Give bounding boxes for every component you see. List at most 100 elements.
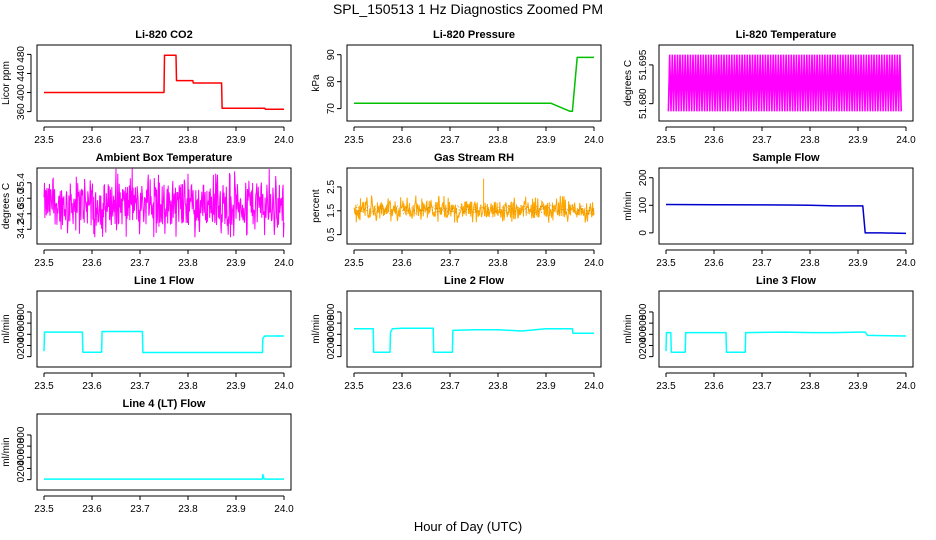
y-tick-label: 440 [16,65,27,82]
x-tick-label: 23.9 [226,381,246,392]
x-tick-label: 23.7 [440,135,460,146]
series-line [665,331,907,353]
x-tick-label: 23.5 [656,381,676,392]
y-tick-label: 35.4 [16,173,27,193]
y-tick-label: 2.5 [326,180,337,194]
x-tick-label: 23.6 [704,135,724,146]
x-tick-label: 23.8 [488,258,508,269]
x-tick-label: 23.7 [440,381,460,392]
x-tick-label: 23.7 [752,381,772,392]
y-tick-label: 0 [638,353,649,359]
x-tick-label: 23.9 [226,135,246,146]
x-tick-label: 23.6 [82,504,102,515]
plot-frame [658,290,914,368]
y-axis-label: ml/min [311,314,322,343]
series-line [354,56,594,113]
x-tick-label: 24.0 [584,381,604,392]
y-tick-label: 80 [326,76,337,88]
y-tick-label: 600 [638,314,649,331]
y-tick-label: 800 [326,303,337,320]
series-line [43,168,285,238]
y-axis-label: ml/min [623,191,634,220]
panel-box_temp: Ambient Box Temperature 23.5 23.6 23.7 23.8 2… [1,152,294,269]
panel-rh: Gas Stream RH 23.5 23.6 23.7 23.8 23.9 24.0 0.5… [311,152,604,269]
x-tick-label: 24.0 [584,258,604,269]
x-tick-label: 23.9 [536,381,556,392]
panel-title: Line 2 Flow [444,275,504,287]
x-tick-label: 23.6 [82,258,102,269]
y-tick-label: 70 [326,103,337,115]
panel-title: Li-820 CO2 [135,29,192,41]
panel-title: Line 3 Flow [756,275,816,287]
x-tick-label: 23.8 [488,381,508,392]
y-tick-label: 0 [16,476,27,482]
y-tick-label: 0 [326,353,337,359]
series-line [354,327,594,353]
panel-pressure: Li-820 Pressure 23.5 23.6 23.7 23.8 23.9 24.0 7… [311,29,604,146]
x-tick-label: 24.0 [274,504,294,515]
x-tick-label: 23.8 [178,504,198,515]
y-tick-label: 0.5 [326,227,337,241]
y-tick-label: 35.0 [16,188,27,208]
x-tick-label: 23.5 [344,135,364,146]
x-tick-label: 23.9 [848,381,868,392]
panel-line3: Line 3 Flow 23.5 23.6 23.7 23.8 23.9 24.0 02004… [623,275,916,392]
y-axis-label: ml/min [1,314,12,343]
y-tick-label: 400 [326,326,337,343]
y-tick-label: 600 [326,314,337,331]
x-tick-label: 23.5 [34,258,54,269]
x-tick-label: 23.9 [848,258,868,269]
x-tick-label: 23.7 [440,258,460,269]
x-tick-label: 24.0 [274,258,294,269]
plot-frame [36,413,292,491]
panel-line1: Line 1 Flow 23.5 23.6 23.7 23.8 23.9 24.0 02004… [1,275,294,392]
x-tick-label: 23.7 [130,135,150,146]
x-tick-label: 23.8 [800,258,820,269]
x-tick-label: 23.9 [848,135,868,146]
y-tick-label: 200 [16,460,27,477]
x-tick-label: 23.5 [34,135,54,146]
y-tick-label: 100 [638,197,649,214]
x-tick-label: 24.0 [274,135,294,146]
y-tick-label: 200 [326,337,337,354]
x-tick-label: 23.5 [656,135,676,146]
figure-title: SPL_150513 1 Hz Diagnostics Zoomed PM [333,1,603,17]
x-tick-label: 23.5 [344,258,364,269]
y-tick-label: 800 [16,426,27,443]
y-tick-label: 600 [16,314,27,331]
series-line [667,54,902,112]
y-tick-label: 200 [638,337,649,354]
x-tick-label: 23.8 [800,381,820,392]
x-tick-label: 23.5 [656,258,676,269]
y-tick-label: 51.695 [638,49,649,80]
x-tick-label: 23.5 [34,381,54,392]
y-tick-label: 0 [638,230,649,236]
x-tick-label: 23.8 [800,135,820,146]
y-tick-label: 51.680 [638,88,649,119]
x-tick-label: 24.0 [584,135,604,146]
plot-frame [658,167,914,245]
series-line [43,330,284,354]
x-tick-label: 23.8 [178,381,198,392]
panel-line2: Line 2 Flow 23.5 23.6 23.7 23.8 23.9 24.0 02004… [311,275,604,392]
x-tick-label: 23.7 [130,258,150,269]
plot-frame [36,167,292,245]
y-tick-label: 34.2 [16,219,27,239]
y-tick-label: 600 [16,437,27,454]
x-tick-label: 23.6 [704,381,724,392]
x-tick-label: 23.9 [226,504,246,515]
series-line [44,473,284,480]
x-tick-label: 23.6 [82,135,102,146]
plot-frame [346,290,602,368]
x-tick-label: 23.9 [536,258,556,269]
y-axis-label: ml/min [623,314,634,343]
panel-title: Line 1 Flow [134,275,194,287]
panel-title: Li-820 Temperature [736,29,837,41]
series-line [44,54,284,110]
y-tick-label: 480 [16,46,27,63]
series-line [353,195,595,223]
x-axis-title: Hour of Day (UTC) [414,519,522,534]
panel-title: Line 4 (LT) Flow [123,398,206,410]
y-tick-label: 0 [16,353,27,359]
